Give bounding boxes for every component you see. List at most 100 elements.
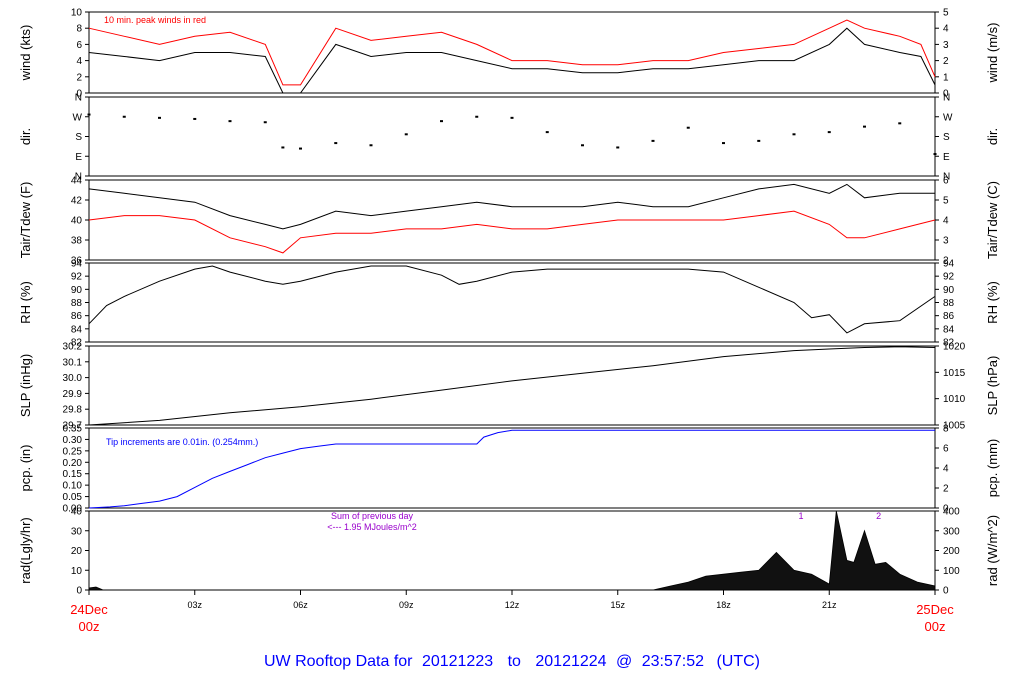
footer-end-date: 20121224 — [535, 653, 606, 670]
y-tick-label: 2 — [76, 72, 82, 83]
y-tick-label: 0.20 — [63, 458, 83, 469]
panel-frame — [88, 96, 936, 177]
x-start-date: 24Dec — [70, 602, 108, 617]
x-end-hour: 00z — [925, 619, 946, 634]
direction-point — [686, 126, 690, 129]
y-tick-right-label: 8 — [943, 424, 949, 435]
direction-point — [757, 139, 761, 142]
y-tick-label: 0.35 — [63, 424, 83, 435]
y-tick-label: 4 — [76, 56, 82, 67]
y-axis-label-right: wind (m/s) — [985, 23, 1000, 84]
y-tick-right-label: 92 — [943, 272, 955, 283]
radiation-area — [88, 510, 936, 591]
direction-point — [933, 153, 937, 156]
y-tick-right-label: 3 — [943, 40, 949, 51]
footer-at: @ — [616, 653, 632, 670]
y-tick-right-label: N — [943, 93, 950, 104]
y-tick-label: 29.7 — [63, 421, 83, 432]
y-tick-right-label: 5 — [943, 196, 949, 207]
panel-slp: 29.7 29.8 29.9 30.0 30.1 30.2 1005 1010 1015 1020… — [18, 342, 1000, 432]
y-axis-label: SLP (inHg) — [18, 354, 33, 417]
series-line — [88, 265, 936, 334]
y-tick-label: 88 — [71, 298, 83, 309]
y-tick-label: E — [75, 152, 82, 163]
y-tick-right-label: 2 — [943, 484, 949, 495]
y-tick-label: 0.10 — [63, 481, 83, 492]
y-tick-right-label: 82 — [943, 338, 955, 349]
y-tick-label: W — [73, 112, 83, 123]
y-tick-label: 20 — [71, 546, 83, 557]
y-axis-label: pcp. (in) — [18, 445, 33, 492]
y-axis-label-right: RH (%) — [985, 281, 1000, 324]
y-tick-right-label: 6 — [943, 176, 949, 187]
direction-point — [404, 133, 408, 136]
wind-annotation: 10 min. peak winds in red — [104, 15, 206, 25]
x-tick-label: 06z — [293, 600, 308, 610]
x-tick-label: 21z — [822, 600, 837, 610]
direction-point — [510, 116, 514, 119]
y-tick-label: 29.8 — [63, 405, 83, 416]
direction-point — [616, 146, 620, 149]
pcp-annotation: Tip increments are 0.01in. (0.254mm.) — [106, 437, 258, 447]
direction-point — [228, 120, 232, 123]
y-tick-right-label: 4 — [943, 216, 949, 227]
y-tick-label: 30.1 — [63, 357, 83, 368]
y-tick-label: 0 — [76, 586, 82, 597]
y-axis-label: rad(Lgly/hr) — [18, 517, 33, 583]
y-tick-right-label: 1010 — [943, 394, 966, 405]
panel-rh: 82 84 86 88 90 92 94 82 84 86 88 90 92 94 RH (%) RH (%) — [18, 259, 1000, 349]
y-tick-right-label: 400 — [943, 507, 960, 518]
y-tick-label: 92 — [71, 272, 83, 283]
series-line — [88, 346, 936, 426]
y-tick-right-label: 5 — [943, 8, 949, 19]
y-tick-right-label: S — [943, 132, 950, 143]
x-tick-label: 09z — [399, 600, 414, 610]
panel-temp: 36 38 40 42 44 2 3 4 5 6 Tair/Tdew (F) Tair/Tdew (C… — [18, 176, 1000, 267]
y-axis-label-right: pcp. (mm) — [985, 439, 1000, 498]
y-tick-label: 0.05 — [63, 492, 83, 503]
y-tick-label: 30 — [71, 526, 83, 537]
y-tick-right-label: 0 — [943, 586, 949, 597]
y-tick-right-label: 1 — [943, 72, 949, 83]
series-line — [88, 27, 936, 94]
footer-time: 23:57:52 — [642, 653, 704, 670]
y-tick-right-label: 86 — [943, 311, 955, 322]
x-tick-label: 03z — [187, 600, 202, 610]
direction-point — [122, 115, 126, 118]
y-tick-right-label: 90 — [943, 285, 955, 296]
series-line — [88, 183, 935, 230]
series-line — [88, 210, 936, 254]
y-tick-label: 38 — [71, 236, 83, 247]
y-axis-label: dir. — [18, 128, 33, 145]
y-tick-label: 6 — [76, 40, 82, 51]
y-tick-label: 86 — [71, 311, 83, 322]
direction-point — [651, 139, 655, 142]
y-tick-right-label: 2 — [943, 256, 949, 267]
direction-point — [581, 144, 584, 147]
y-tick-right-label: 1005 — [943, 421, 966, 432]
panel-frame — [88, 262, 936, 343]
y-tick-label: 42 — [71, 196, 83, 207]
y-tick-label: 30.2 — [63, 342, 83, 353]
direction-point — [545, 131, 549, 134]
x-tick-label: 12z — [505, 600, 520, 610]
y-tick-right-label: 4 — [943, 464, 949, 475]
direction-point — [158, 116, 161, 119]
direction-point — [87, 113, 91, 116]
y-tick-right-label: N — [943, 172, 950, 183]
y-tick-right-label: 94 — [943, 259, 955, 270]
y-tick-label: 82 — [71, 338, 83, 349]
y-tick-label: 0.30 — [63, 435, 83, 446]
y-axis-label-right: SLP (hPa) — [985, 356, 1000, 416]
y-tick-label: 84 — [71, 324, 83, 335]
direction-point — [722, 142, 725, 145]
y-tick-label: S — [75, 132, 82, 143]
y-tick-right-label: E — [943, 152, 950, 163]
x-tick-labels: 03z 06z 09z 12z 15z 18z 21z — [88, 590, 936, 610]
direction-point — [369, 144, 373, 147]
y-tick-right-label: 88 — [943, 298, 955, 309]
y-tick-label: 30.0 — [63, 373, 83, 384]
